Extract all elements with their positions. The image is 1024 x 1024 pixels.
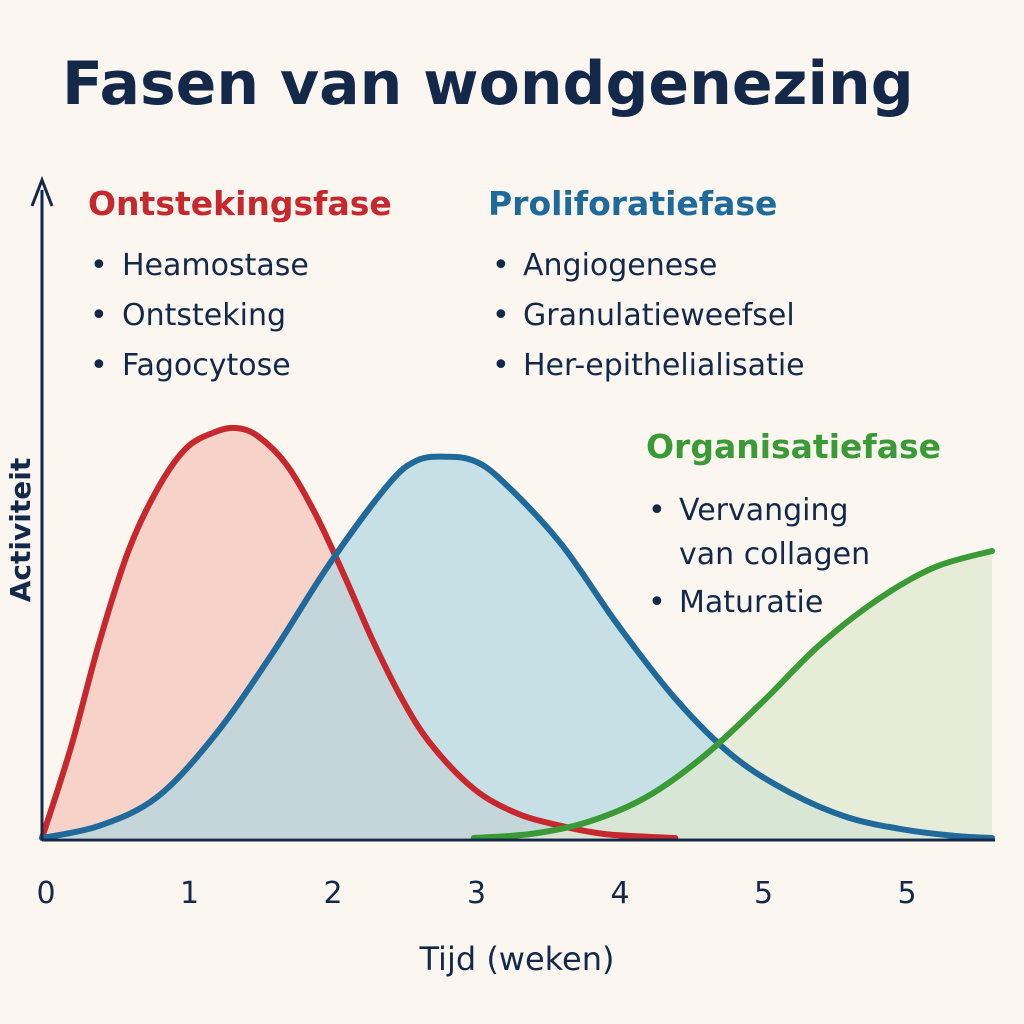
proliforatiefase-title: Proliforatiefase xyxy=(488,184,777,223)
x-tick-label: 3 xyxy=(467,876,486,911)
ontstekingsfase-bullet: Fagocytose xyxy=(122,348,291,383)
y-axis-label: Activiteit xyxy=(4,458,37,602)
phase-annotations: Ontstekingsfase • Heamostase • Ontsteking • Fa… xyxy=(88,184,941,620)
x-tick-label: 1 xyxy=(180,876,199,911)
x-tick-label: 2 xyxy=(323,876,342,911)
area-fills xyxy=(42,427,992,838)
proliforatiefase-bullet: Granulatieweefsel xyxy=(523,298,795,333)
bullet-icon: • xyxy=(90,248,108,283)
organisatiefase-line xyxy=(470,548,995,841)
organisatiefase-bullet: Maturatie xyxy=(679,585,823,620)
proliforatiefase-bullet: Her-epithelialisatie xyxy=(523,348,805,383)
ontstekingsfase-line xyxy=(39,424,679,841)
x-tick-label: 4 xyxy=(610,876,629,911)
bullet-icon: • xyxy=(648,585,666,620)
bullet-icon: • xyxy=(492,348,510,383)
x-tick-label: 5 xyxy=(897,876,916,911)
organisatiefase-area xyxy=(473,551,992,838)
x-axis-label: Tijd (weken) xyxy=(418,940,614,978)
chart-title: Fasen van wondgenezing xyxy=(62,49,914,119)
ontstekingsfase-title: Ontstekingsfase xyxy=(88,184,392,223)
proliforatiefase-area xyxy=(42,456,992,838)
series-lines xyxy=(39,424,995,841)
x-tick-label: 5 xyxy=(754,876,773,911)
bullet-icon: • xyxy=(90,298,108,333)
organisatiefase-title: Organisatiefase xyxy=(646,427,941,466)
bullet-icon: • xyxy=(492,298,510,333)
bullet-icon: • xyxy=(648,493,666,528)
y-axis-arrow xyxy=(30,175,54,207)
proliforatiefase-bullet: Angiogenese xyxy=(523,248,717,283)
proliforatiefase-line xyxy=(39,453,995,841)
bullet-icon: • xyxy=(90,348,108,383)
ontstekingsfase-bullet: Heamostase xyxy=(122,248,309,283)
organisatiefase-bullet: Vervanging van collagen xyxy=(679,493,870,572)
axes xyxy=(30,175,995,842)
ontstekingsfase-bullet: Ontsteking xyxy=(122,298,286,333)
x-tick-labels: 0 1 2 3 4 5 5 xyxy=(36,876,916,911)
x-tick-label: 0 xyxy=(36,876,55,911)
bullet-icon: • xyxy=(492,248,510,283)
